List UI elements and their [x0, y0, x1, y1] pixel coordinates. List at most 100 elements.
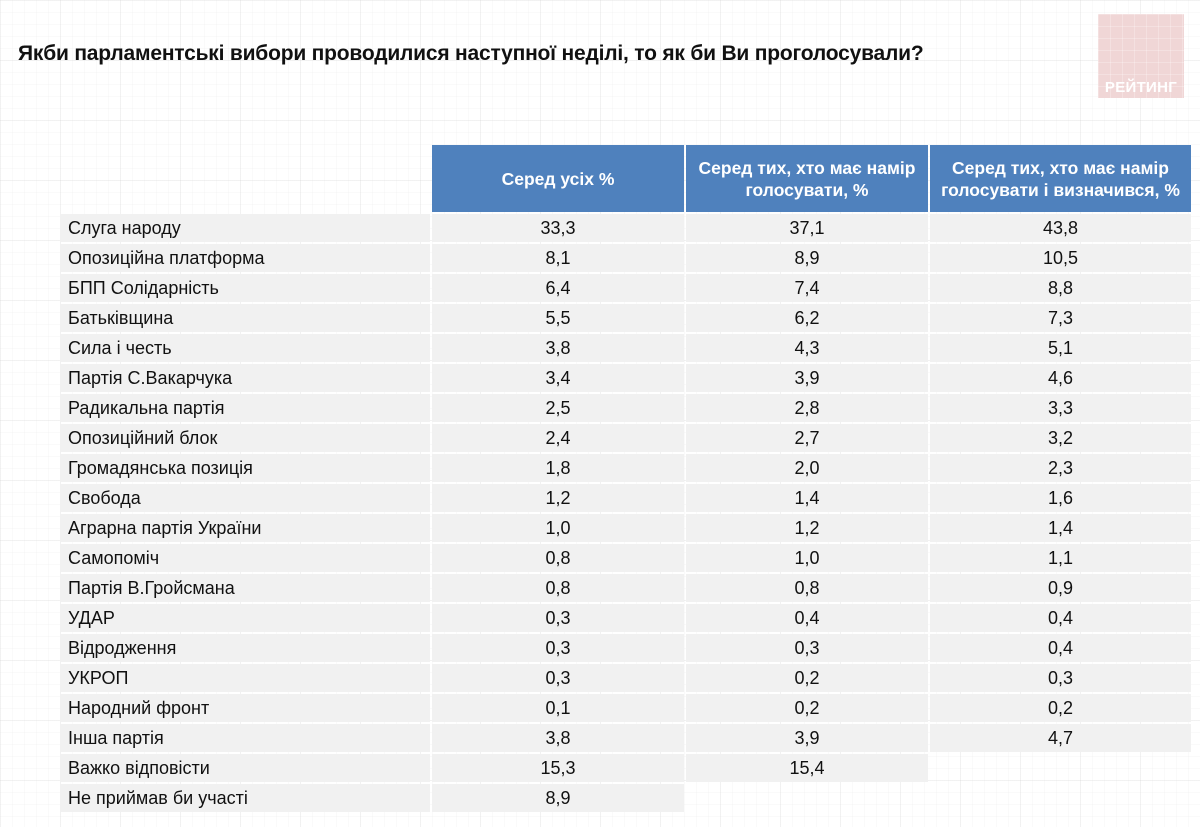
column-header-decided: Серед тих, хто має намір голосувати і ви… [930, 145, 1191, 212]
value-cell-col-1: 1,0 [432, 514, 684, 542]
party-label: Важко відповісти [60, 754, 430, 782]
table-body: Слуга народу 33,3 37,1 43,8 Опозиційна платф… [60, 214, 1191, 812]
value-cell-col-2: 15,4 [686, 754, 928, 782]
table-row: БПП Солідарність 6,4 7,4 8,8 [60, 274, 1191, 302]
value-cell-col-3: 3,3 [930, 394, 1191, 422]
value-cell-col-2: 37,1 [686, 214, 928, 242]
value-cell-col-2: 2,0 [686, 454, 928, 482]
table-row: Не приймав би участі 8,9 [60, 784, 1191, 812]
value-cell-col-1: 0,3 [432, 604, 684, 632]
value-cell-col-2: 8,9 [686, 244, 928, 272]
value-cell-col-1: 8,9 [432, 784, 684, 812]
table-row: Громадянська позиція 1,8 2,0 2,3 [60, 454, 1191, 482]
value-cell-col-2: 0,3 [686, 634, 928, 662]
value-cell-col-3: 1,6 [930, 484, 1191, 512]
value-cell-col-1: 2,4 [432, 424, 684, 452]
value-cell-col-1: 0,1 [432, 694, 684, 722]
value-cell-col-1: 33,3 [432, 214, 684, 242]
value-cell-col-1: 0,3 [432, 634, 684, 662]
party-label: Партія С.Вакарчука [60, 364, 430, 392]
value-cell-col-1: 3,8 [432, 724, 684, 752]
value-cell-col-3 [930, 754, 1191, 782]
value-cell-col-2: 0,8 [686, 574, 928, 602]
value-cell-col-2: 1,4 [686, 484, 928, 512]
value-cell-col-2: 0,2 [686, 664, 928, 692]
value-cell-col-1: 15,3 [432, 754, 684, 782]
value-cell-col-2: 2,7 [686, 424, 928, 452]
value-cell-col-3: 2,3 [930, 454, 1191, 482]
value-cell-col-1: 0,3 [432, 664, 684, 692]
table-row: Опозиційна платформа 8,1 8,9 10,5 [60, 244, 1191, 272]
value-cell-col-3: 5,1 [930, 334, 1191, 362]
value-cell-col-2: 4,3 [686, 334, 928, 362]
table-header-row: Серед усіх % Серед тих, хто має намір го… [60, 145, 1191, 212]
party-label: УДАР [60, 604, 430, 632]
party-label: УКРОП [60, 664, 430, 692]
value-cell-col-3: 8,8 [930, 274, 1191, 302]
table-row: Інша партія 3,8 3,9 4,7 [60, 724, 1191, 752]
value-cell-col-3: 0,2 [930, 694, 1191, 722]
value-cell-col-1: 0,8 [432, 574, 684, 602]
party-label: Інша партія [60, 724, 430, 752]
value-cell-col-3: 3,2 [930, 424, 1191, 452]
value-cell-col-2: 1,0 [686, 544, 928, 572]
value-cell-col-2: 7,4 [686, 274, 928, 302]
value-cell-col-3: 4,7 [930, 724, 1191, 752]
table-row: Радикальна партія 2,5 2,8 3,3 [60, 394, 1191, 422]
value-cell-col-1: 6,4 [432, 274, 684, 302]
value-cell-col-2: 2,8 [686, 394, 928, 422]
party-label: Самопоміч [60, 544, 430, 572]
value-cell-col-3: 43,8 [930, 214, 1191, 242]
party-label: Радикальна партія [60, 394, 430, 422]
party-label: Аграрна партія України [60, 514, 430, 542]
party-label: Батьківщина [60, 304, 430, 332]
table-row: Сила і честь 3,8 4,3 5,1 [60, 334, 1191, 362]
table-row: Батьківщина 5,5 6,2 7,3 [60, 304, 1191, 332]
value-cell-col-2: 0,2 [686, 694, 928, 722]
table-row: Партія С.Вакарчука 3,4 3,9 4,6 [60, 364, 1191, 392]
value-cell-col-2: 1,2 [686, 514, 928, 542]
value-cell-col-1: 5,5 [432, 304, 684, 332]
table-row: Відродження 0,3 0,3 0,4 [60, 634, 1191, 662]
table-row: Самопоміч 0,8 1,0 1,1 [60, 544, 1191, 572]
party-label: Народний фронт [60, 694, 430, 722]
value-cell-col-3: 0,4 [930, 634, 1191, 662]
party-label: Свобода [60, 484, 430, 512]
table-row: Народний фронт 0,1 0,2 0,2 [60, 694, 1191, 722]
value-cell-col-3: 4,6 [930, 364, 1191, 392]
party-label: Не приймав би участі [60, 784, 430, 812]
party-label: Опозиційний блок [60, 424, 430, 452]
table-row: УКРОП 0,3 0,2 0,3 [60, 664, 1191, 692]
table-row: Опозиційний блок 2,4 2,7 3,2 [60, 424, 1191, 452]
value-cell-col-3: 0,3 [930, 664, 1191, 692]
party-label: Слуга народу [60, 214, 430, 242]
value-cell-col-2: 6,2 [686, 304, 928, 332]
table-row: Аграрна партія України 1,0 1,2 1,4 [60, 514, 1191, 542]
value-cell-col-1: 0,8 [432, 544, 684, 572]
logo-text: РЕЙТИНГ [1104, 79, 1178, 96]
value-cell-col-3: 0,4 [930, 604, 1191, 632]
value-cell-col-3: 10,5 [930, 244, 1191, 272]
value-cell-col-1: 1,2 [432, 484, 684, 512]
table-row: Важко відповісти 15,3 15,4 [60, 754, 1191, 782]
party-label: Сила і честь [60, 334, 430, 362]
value-cell-col-1: 2,5 [432, 394, 684, 422]
party-label: Громадянська позиція [60, 454, 430, 482]
column-header-all: Серед усіх % [432, 145, 684, 212]
table-row: Слуга народу 33,3 37,1 43,8 [60, 214, 1191, 242]
party-label: Опозиційна платформа [60, 244, 430, 272]
party-label: Відродження [60, 634, 430, 662]
party-label: БПП Солідарність [60, 274, 430, 302]
value-cell-col-1: 3,8 [432, 334, 684, 362]
value-cell-col-3: 0,9 [930, 574, 1191, 602]
value-cell-col-2: 3,9 [686, 364, 928, 392]
value-cell-col-3 [930, 784, 1191, 812]
column-header-intend-to-vote: Серед тих, хто має намір голосувати, % [686, 145, 928, 212]
value-cell-col-3: 7,3 [930, 304, 1191, 332]
header-blank-cell [60, 145, 430, 212]
value-cell-col-1: 1,8 [432, 454, 684, 482]
poll-results-table: Серед усіх % Серед тих, хто має намір го… [58, 143, 1193, 814]
value-cell-col-1: 8,1 [432, 244, 684, 272]
rating-logo: РЕЙТИНГ [1098, 14, 1184, 98]
party-label: Партія В.Гройсмана [60, 574, 430, 602]
